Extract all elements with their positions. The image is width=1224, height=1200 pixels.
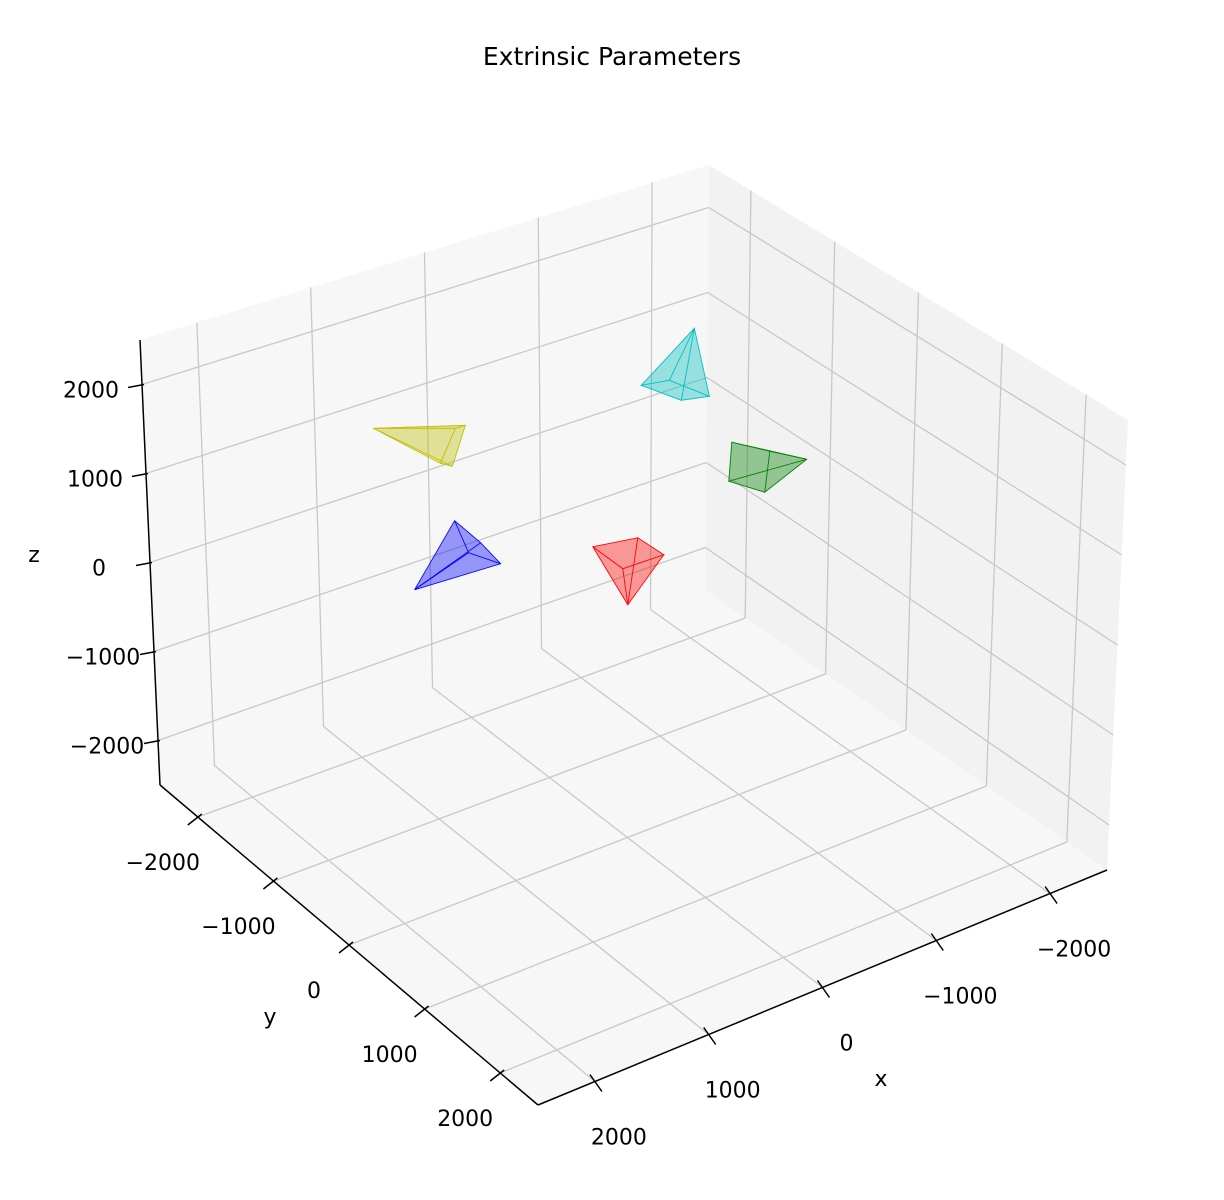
grid-line <box>708 206 1127 466</box>
y-tick-label: 1000 <box>362 1043 418 1068</box>
camera-face <box>728 441 807 482</box>
camera-face <box>640 328 695 386</box>
pane <box>705 165 1128 870</box>
tick-mark <box>489 1069 505 1082</box>
grid-line <box>273 673 826 882</box>
tick-mark <box>589 1074 603 1092</box>
tick-mark <box>187 813 203 826</box>
tick-mark <box>139 650 157 656</box>
grid-line <box>145 291 708 475</box>
x-tick-label: −2000 <box>1037 938 1111 963</box>
grid-line <box>499 841 1068 1074</box>
grid-line <box>149 376 708 564</box>
camera <box>373 424 466 467</box>
y-tick-label: −2000 <box>126 851 200 876</box>
grid-line <box>707 291 1123 556</box>
pane <box>140 165 709 785</box>
y-tick-label: −1000 <box>201 915 275 940</box>
tick-mark <box>262 877 278 890</box>
x-axis-label: x <box>874 1067 887 1092</box>
z-axis-label: z <box>28 543 40 568</box>
z-tick-label: 2000 <box>63 379 119 404</box>
camera <box>639 327 711 401</box>
tick-mark <box>127 383 145 389</box>
camera <box>414 519 502 591</box>
y-axis-label: y <box>263 1005 276 1030</box>
grid-line <box>197 617 746 818</box>
grid-line <box>424 785 987 1010</box>
grid-line <box>141 206 709 386</box>
z-tick-label: 0 <box>92 557 106 582</box>
chart-title: Extrinsic Parameters <box>483 42 741 71</box>
tick-mark <box>930 933 944 951</box>
grid-line <box>705 546 1110 826</box>
tick-mark <box>816 980 831 998</box>
tick-mark <box>143 739 161 745</box>
grid-line <box>157 546 706 742</box>
tick-mark <box>414 1005 430 1018</box>
tick-mark <box>703 1027 717 1045</box>
camera-face <box>592 546 629 605</box>
x-tick-label: −1000 <box>923 985 997 1010</box>
grid-line <box>705 461 1114 736</box>
tick-mark <box>135 561 153 567</box>
y-tick-label: 0 <box>307 979 321 1004</box>
z-tick-label: −1000 <box>66 646 140 671</box>
tick-mark <box>1044 886 1058 904</box>
z-tick-label: −2000 <box>70 735 144 760</box>
z-tick-label: 1000 <box>67 468 123 493</box>
camera-face <box>414 519 470 591</box>
tick-mark <box>131 472 149 478</box>
x-tick-label: 2000 <box>591 1126 647 1151</box>
camera <box>591 537 665 606</box>
grid-line <box>153 461 707 653</box>
camera-face <box>373 424 466 429</box>
x-tick-label: 1000 <box>705 1079 761 1104</box>
y-tick-label: 2000 <box>437 1107 493 1132</box>
tick-mark <box>338 941 354 954</box>
camera <box>727 441 808 494</box>
grid-line <box>706 376 1118 646</box>
pane <box>160 590 1107 1105</box>
x-tick-label: 0 <box>840 1032 854 1057</box>
grid-line <box>348 729 907 946</box>
